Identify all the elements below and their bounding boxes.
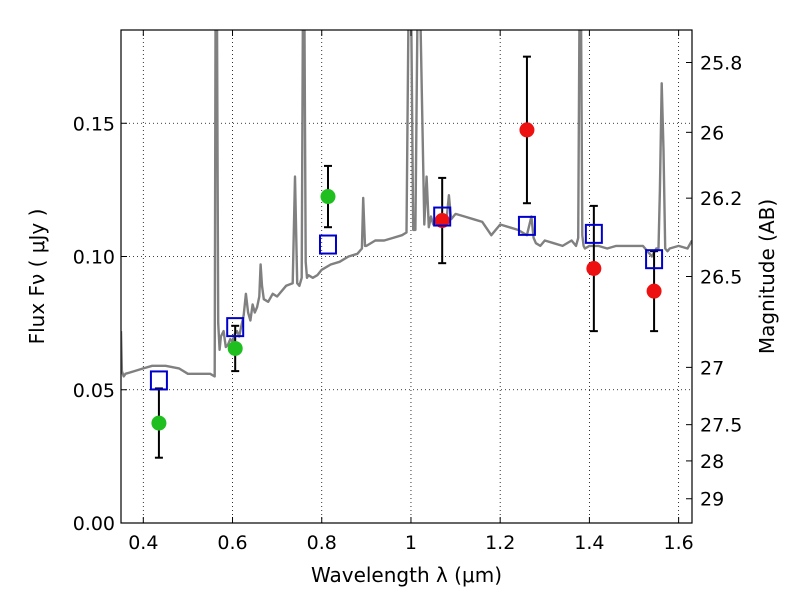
- data-point-square: [318, 234, 337, 255]
- right-tick-label: 27.5: [700, 415, 742, 437]
- x-tick-label: 1.6: [664, 532, 694, 554]
- y-axis-ticks-left: 0.00 0.05 0.10 0.15: [73, 113, 127, 535]
- data-points: [149, 55, 664, 459]
- right-tick-label: 29: [700, 489, 724, 511]
- data-point-circle: [151, 415, 167, 431]
- spectrum-line: [121, 30, 692, 378]
- right-tick-label: 26.2: [700, 188, 742, 210]
- data-point-square: [645, 249, 664, 270]
- data-point-circle: [320, 189, 336, 205]
- data-point-square: [226, 317, 245, 338]
- data-point-square: [433, 206, 452, 227]
- model-spectrum: [121, 30, 692, 378]
- data-point-square: [517, 215, 536, 236]
- x-axis-ticks: 0.4 0.6 0.8 1 1.2 1.4 1.6: [128, 30, 694, 554]
- data-point-circle: [227, 340, 243, 356]
- data-point-square: [149, 370, 168, 391]
- right-tick-label: 27: [700, 357, 724, 379]
- right-tick-label: 28: [700, 451, 724, 473]
- x-tick-label: 1: [405, 532, 417, 554]
- y-tick-label: 0.15: [73, 113, 115, 135]
- right-tick-label: 26.5: [700, 267, 742, 289]
- data-point-circle: [434, 213, 450, 229]
- data-point-square: [584, 223, 603, 244]
- data-point-circle: [586, 261, 602, 277]
- y-tick-label: 0.10: [73, 247, 115, 269]
- data-point-circle: [646, 283, 662, 299]
- data-point-circle: [519, 122, 535, 138]
- y-tick-label: 0.00: [73, 513, 115, 535]
- x-tick-label: 1.4: [574, 532, 604, 554]
- y-tick-label: 0.05: [73, 380, 115, 402]
- y-axis-title-left: Flux Fν ( μJy ): [25, 209, 49, 345]
- x-tick-label: 0.8: [307, 532, 337, 554]
- x-tick-label: 1.2: [485, 532, 515, 554]
- y-axis-ticks-right: 25.8 26 26.2 26.5 27 27.5 28 29: [686, 53, 742, 511]
- right-tick-label: 26: [700, 122, 724, 144]
- x-tick-label: 0.6: [217, 532, 247, 554]
- y-axis-title-right: Magnitude (AB): [755, 199, 779, 354]
- right-tick-label: 25.8: [700, 53, 742, 75]
- x-axis-title: Wavelength λ (μm): [311, 563, 502, 587]
- x-tick-label: 0.4: [128, 532, 158, 554]
